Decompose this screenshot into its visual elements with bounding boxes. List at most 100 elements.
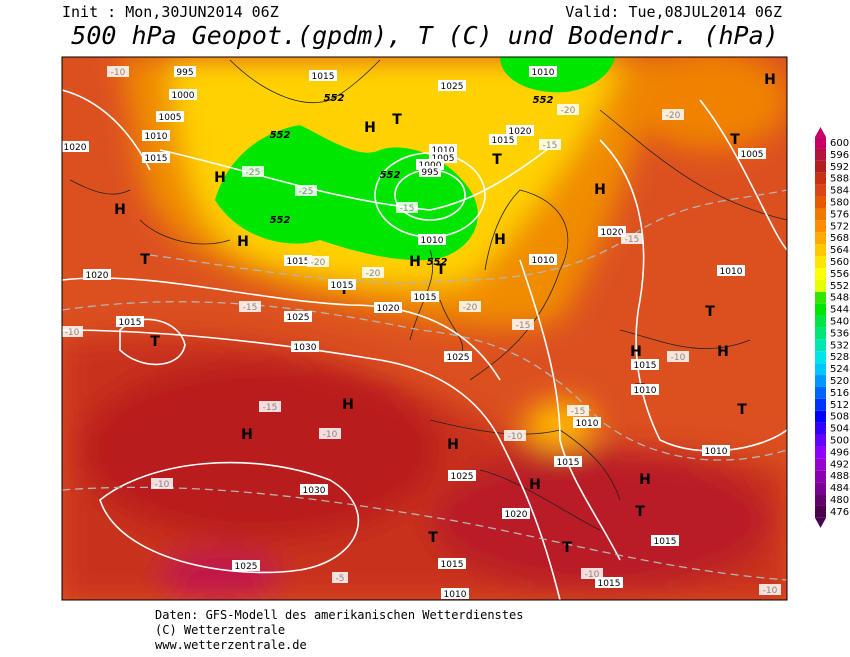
isobar-label-box [300, 484, 328, 495]
colorbar-label: 564 [830, 245, 849, 256]
isobar-label-box [309, 70, 337, 81]
temperature-label: -15 [625, 235, 640, 245]
temperature-label: -15 [571, 407, 586, 417]
colorbar-swatch [815, 434, 826, 447]
colorbar-label: 488 [830, 471, 849, 482]
isobar-label: 1020 [377, 304, 400, 314]
temperature-label-box [332, 572, 348, 583]
footer-line: Daten: GFS-Modell des amerikanischen Wet… [155, 608, 523, 622]
isobar-label-box [598, 226, 626, 237]
temperature-label-box [459, 301, 481, 312]
isobar-label: 1025 [451, 472, 474, 482]
colorbar-swatch [815, 148, 826, 161]
pressure-center: T [635, 504, 645, 520]
isobar-label-box [116, 316, 144, 327]
isobar-label-box [631, 384, 659, 395]
isobar-label-box [738, 148, 766, 159]
isobar-label: 1015 [557, 458, 580, 468]
isobar-label-box [419, 166, 441, 177]
footer-line: www.wetterzentrale.de [155, 638, 307, 652]
height-label: 552 [533, 95, 554, 106]
colorbar-label: 552 [830, 281, 849, 292]
isobar-label: 1005 [159, 113, 182, 123]
temperature-label: -20 [561, 106, 576, 116]
colorbar-swatch [815, 386, 826, 399]
temperature-label-box [307, 256, 329, 267]
colorbar-swatch [815, 446, 826, 459]
pressure-center: H [594, 182, 606, 198]
pressure-center: T [730, 132, 740, 148]
colorbar-label: 532 [830, 340, 849, 351]
temperature-label: -25 [246, 168, 261, 178]
colorbar-label: 520 [830, 376, 849, 387]
temperature-label: -20 [463, 303, 478, 313]
colorbar-swatch [815, 422, 826, 435]
isobar-label: 1015 [414, 293, 437, 303]
colorbar-label: 540 [830, 317, 849, 328]
isobar-label-box [418, 234, 446, 245]
map-title: 500 hPa Geopot.(gpdm), T (C) und Bodendr… [71, 21, 778, 50]
temperature-label: -10 [155, 480, 170, 490]
isobar-label: 1015 [119, 318, 142, 328]
colorbar-swatch [815, 315, 826, 328]
height-label: 552 [270, 130, 291, 141]
colorbar-swatch [815, 363, 826, 376]
colorbar-swatch [815, 160, 826, 173]
colorbar-label: 528 [830, 352, 849, 363]
isobar-label-box [573, 417, 601, 428]
colorbar-swatch [815, 410, 826, 423]
pressure-center: T [436, 262, 446, 278]
colorbar-swatch [815, 172, 826, 185]
temperature-label-box [667, 351, 689, 362]
isobar-label: 1030 [294, 343, 317, 353]
temperature-label-box [621, 233, 643, 244]
colorbar-label: 512 [830, 400, 849, 411]
pressure-center: H [364, 120, 376, 136]
colorbar-label: 580 [830, 198, 849, 209]
pressure-center: T [705, 304, 715, 320]
isobar-label: 995 [421, 168, 438, 178]
temperature-label-box [662, 109, 684, 120]
isobar-label: 995 [176, 68, 193, 78]
map-frame [61, 56, 788, 601]
temperature-label: -10 [585, 570, 600, 580]
temperature-label: -10 [65, 328, 80, 338]
isobar-label: 1030 [303, 486, 326, 496]
isobar-label: 1010 [532, 256, 555, 266]
temperature-label-box [539, 139, 561, 150]
isobar-label: 1020 [86, 271, 109, 281]
isobar-label-box [529, 66, 557, 77]
colorbar-label: 548 [830, 293, 849, 304]
colorbar-label: 596 [830, 150, 849, 161]
pressure-center: H [717, 344, 729, 360]
temperature-label-box [259, 401, 281, 412]
pressure-center: H [409, 254, 421, 270]
isobar-label: 1010 [532, 68, 555, 78]
colorbar: 4764804844884924965005045085125165205245… [815, 127, 849, 528]
colorbar-swatch [815, 220, 826, 233]
pressure-center: T [150, 334, 160, 350]
pressure-center: H [241, 427, 253, 443]
pressure-center: T [737, 402, 747, 418]
colorbar-swatch [815, 244, 826, 257]
isobar-label-box [411, 291, 439, 302]
isobar-label: 1015 [331, 281, 354, 291]
isobar-label: 1025 [441, 82, 464, 92]
colorbar-label: 508 [830, 412, 849, 423]
temperature-label-box [396, 202, 418, 213]
isobar-label-box [291, 341, 319, 352]
isobar-label: 1025 [235, 562, 258, 572]
colorbar-swatch [815, 458, 826, 471]
temperature-label: -10 [323, 430, 338, 440]
isobar-label: 1020 [505, 510, 528, 520]
temperature-label-box [151, 478, 173, 489]
pressure-center: H [447, 437, 459, 453]
colorbar-swatch [815, 505, 826, 518]
temperature-label: -10 [763, 586, 778, 596]
colorbar-label: 536 [830, 328, 849, 339]
isobar-label: 1010 [720, 267, 743, 277]
temperature-label: -20 [366, 269, 381, 279]
isobar-label-box [448, 470, 476, 481]
isobar-label-box [156, 111, 184, 122]
